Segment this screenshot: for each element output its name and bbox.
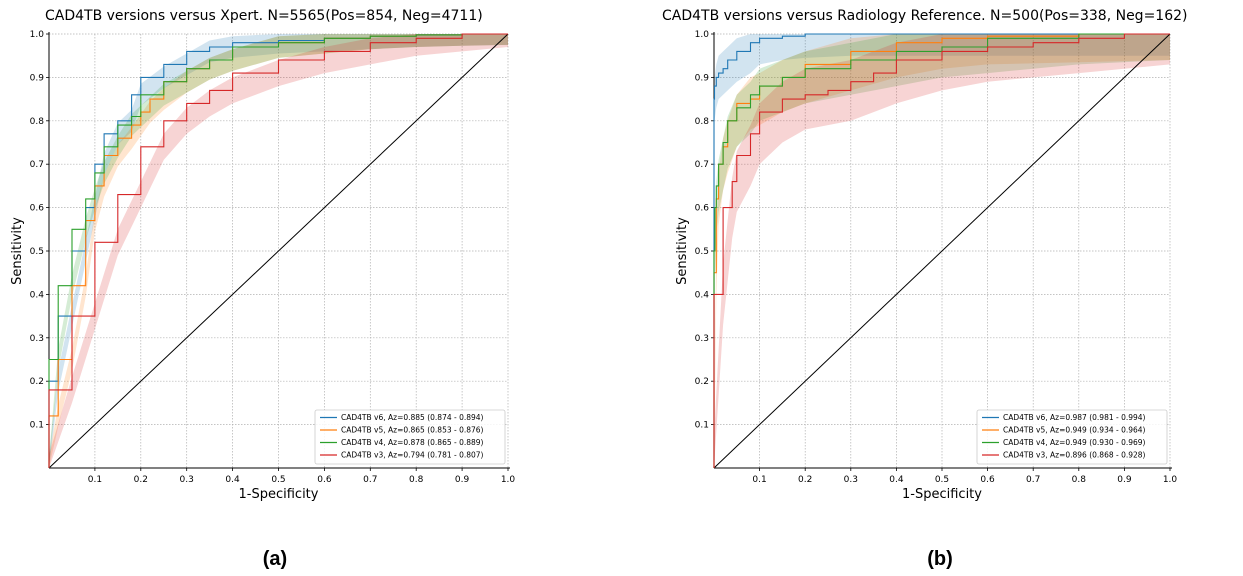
panel-label-a: (a)	[262, 548, 288, 570]
roc-line-series-3	[48, 33, 508, 468]
x-tick-label: 0.9	[455, 475, 470, 485]
x-tick-label: 0.7	[363, 475, 377, 485]
y-tick-label: 0.1	[30, 421, 44, 431]
legend-label-series-2: CAD4TB v5, Az=0.865 (0.853 - 0.876)	[341, 426, 484, 435]
roc-line-series-1	[713, 33, 1170, 468]
y-tick-label: 0.6	[30, 204, 45, 214]
diagonal-chance-line	[48, 33, 509, 469]
roc-chart-a: CAD4TB versions versus Xpert. N=5565(Pos…	[10, 8, 516, 502]
roc-chart-b: CAD4TB versions versus Radiology Referen…	[662, 8, 1187, 502]
y-tick-label: 0.1	[695, 421, 709, 431]
y-tick-label: 0.3	[695, 334, 709, 344]
x-tick-label: 0.8	[409, 475, 424, 485]
panel-label-b: (b)	[927, 548, 953, 570]
y-tick-label: 0.4	[695, 290, 710, 300]
y-tick-label: 0.9	[30, 73, 45, 83]
x-tick-label: 0.3	[844, 475, 858, 485]
x-tick-label: 0.4	[225, 475, 240, 485]
x-tick-label: 0.2	[134, 475, 148, 485]
legend-label-series-2: CAD4TB v5, Az=0.949 (0.934 - 0.964)	[1003, 426, 1146, 435]
legend-label-series-1: CAD4TB v6, Az=0.885 (0.874 - 0.894)	[341, 413, 484, 422]
x-tick-label: 1.0	[1163, 475, 1178, 485]
x-tick-label: 0.7	[1026, 475, 1040, 485]
legend-label-series-3: CAD4TB v4, Az=0.949 (0.930 - 0.969)	[1003, 438, 1146, 447]
roc-line-series-3	[713, 33, 1170, 468]
diagonal-chance-line	[713, 33, 1171, 469]
y-tick-label: 0.7	[30, 160, 44, 170]
y-tick-label: 1.0	[30, 30, 45, 40]
roc-line-series-4	[48, 33, 508, 468]
y-tick-label: 0.5	[695, 247, 709, 257]
y-tick-label: 0.6	[695, 204, 710, 214]
y-tick-label: 0.8	[695, 117, 710, 127]
legend-box	[976, 409, 1168, 465]
y-axis-label: Sensitivity	[675, 217, 690, 285]
x-tick-label: 0.6	[980, 475, 995, 485]
y-tick-label: 0.2	[695, 377, 709, 387]
x-tick-label: 0.2	[798, 475, 812, 485]
roc-line-series-4	[713, 33, 1170, 468]
confidence-band-series-2	[714, 34, 1170, 468]
legend-label-series-1: CAD4TB v6, Az=0.987 (0.981 - 0.994)	[1003, 413, 1146, 422]
x-tick-label: 0.5	[935, 475, 949, 485]
y-tick-label: 0.9	[695, 73, 710, 83]
chart-title-a: CAD4TB versions versus Xpert. N=5565(Pos…	[45, 8, 483, 24]
legend-label-series-3: CAD4TB v4, Az=0.878 (0.865 - 0.889)	[341, 438, 484, 447]
legend-label-series-4: CAD4TB v3, Az=0.794 (0.781 - 0.807)	[341, 451, 484, 460]
y-tick-label: 0.7	[695, 160, 709, 170]
y-tick-label: 1.0	[695, 30, 710, 40]
x-tick-label: 0.3	[180, 475, 194, 485]
x-tick-label: 0.4	[889, 475, 904, 485]
legend-box	[314, 409, 506, 465]
y-axis-label: Sensitivity	[10, 217, 25, 285]
y-tick-label: 0.2	[30, 377, 44, 387]
x-axis-label: 1-Specificity	[902, 487, 982, 502]
chart-panel-a: CAD4TB versions versus Xpert. N=5565(Pos…	[0, 0, 621, 576]
y-tick-label: 0.5	[30, 247, 44, 257]
chart-title-b: CAD4TB versions versus Radiology Referen…	[662, 8, 1187, 24]
chart-panel-b: CAD4TB versions versus Radiology Referen…	[622, 0, 1243, 576]
x-tick-label: 0.1	[88, 475, 102, 485]
legend-label-series-4: CAD4TB v3, Az=0.896 (0.868 - 0.928)	[1003, 451, 1146, 460]
x-tick-label: 0.6	[317, 475, 332, 485]
y-tick-label: 0.8	[30, 117, 45, 127]
x-tick-label: 0.1	[752, 475, 766, 485]
x-tick-label: 0.8	[1072, 475, 1087, 485]
x-tick-label: 0.5	[271, 475, 285, 485]
confidence-band-series-3	[714, 34, 1170, 468]
x-tick-label: 0.9	[1117, 475, 1132, 485]
y-tick-label: 0.4	[30, 290, 45, 300]
x-tick-label: 1.0	[501, 475, 516, 485]
y-tick-label: 0.3	[30, 334, 44, 344]
x-axis-label: 1-Specificity	[239, 487, 319, 502]
